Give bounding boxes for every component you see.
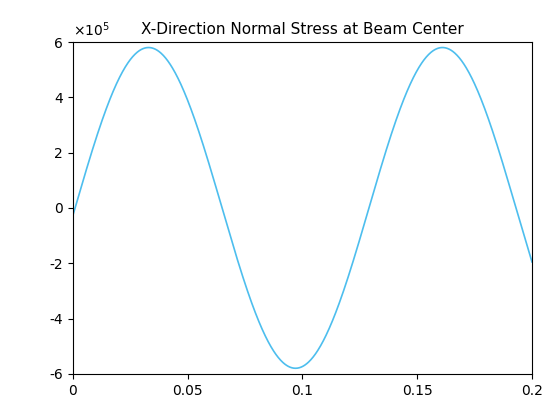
Text: $\times$10$^5$: $\times$10$^5$ xyxy=(73,20,110,39)
Title: X-Direction Normal Stress at Beam Center: X-Direction Normal Stress at Beam Center xyxy=(141,22,464,37)
